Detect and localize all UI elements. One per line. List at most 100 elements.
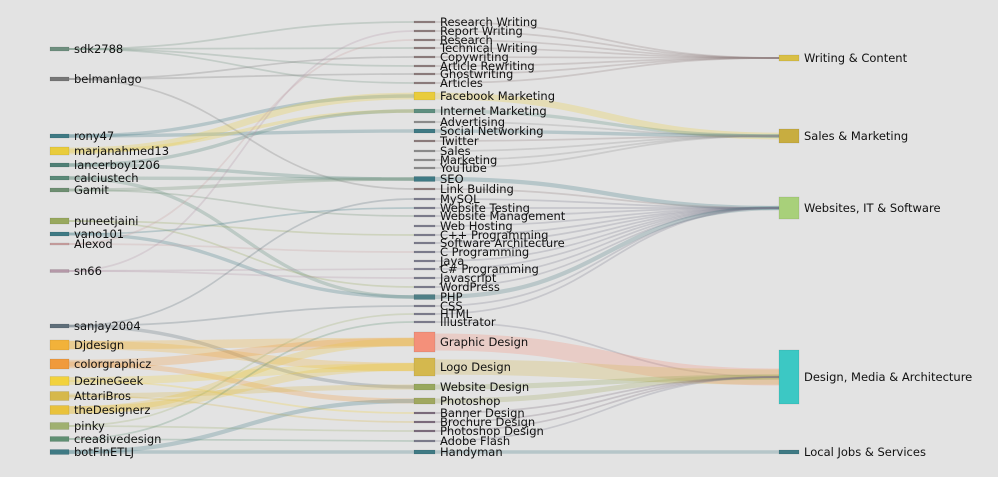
node-alexod xyxy=(49,242,70,246)
node-websites-it-software xyxy=(778,196,800,220)
node-label-research: Research xyxy=(440,33,493,47)
node-label-research-writing: Research Writing xyxy=(440,15,537,29)
link-social-networking-to-sales-marketing xyxy=(434,129,780,138)
link-c-programming-to-websites-it-software xyxy=(434,207,780,253)
node-label-botflnetlj: botFlnETLJ xyxy=(74,445,134,459)
link-website-design-to-design-media-architecture xyxy=(434,374,780,390)
link-sanjay2004-to-css xyxy=(68,305,415,327)
node-label-articles: Articles xyxy=(440,76,483,90)
link-djdesign-to-graphic-design xyxy=(68,337,415,350)
link-marjanahmed13-to-facebook-marketing xyxy=(68,92,415,155)
node-graphic-design xyxy=(413,331,436,353)
node-social-networking xyxy=(413,128,436,134)
link-vano101-to-php xyxy=(68,232,415,299)
node-label-article-rewriting: Article Rewriting xyxy=(440,59,535,73)
link-lancerboy1206-to-internet-marketing xyxy=(68,109,415,167)
node-photoshop xyxy=(413,397,436,405)
link-sanjay2004-to-website-design xyxy=(68,324,415,389)
link-thedesignerz-to-graphic-design xyxy=(68,338,415,414)
link-alexod-to-c-programming xyxy=(68,243,415,253)
node-articles xyxy=(413,81,436,85)
label-layer: sdk2788 belmanlago rony47marjanahmed13lanc… xyxy=(74,15,972,459)
node-gamit xyxy=(49,187,70,193)
link-sdk2788-to-article-rewriting xyxy=(68,48,415,67)
link-layer xyxy=(68,21,780,455)
node-sales-marketing xyxy=(778,128,800,144)
node-label-copywriting: Copywriting xyxy=(440,50,509,64)
node-php xyxy=(413,294,436,300)
link-mysql-to-websites-it-software xyxy=(434,198,780,209)
node-sanjay2004 xyxy=(49,323,70,329)
node-java xyxy=(413,259,436,263)
node-label-software-architecture: Software Architecture xyxy=(440,236,565,250)
node-label-pinky: pinky xyxy=(74,419,105,433)
link-web-hosting-to-websites-it-software xyxy=(434,207,780,227)
node-label-photoshop: Photoshop xyxy=(440,394,500,408)
node-label-php: PHP xyxy=(440,290,463,304)
link-php-to-websites-it-software xyxy=(434,205,780,300)
node-attaribros xyxy=(49,391,70,401)
link-advertising-to-sales-marketing xyxy=(434,121,780,137)
node-label-technical-writing: Technical Writing xyxy=(439,41,538,55)
node-c-programming xyxy=(413,233,436,237)
node-label-graphic-design: Graphic Design xyxy=(440,335,528,349)
node-label-twitter: Twitter xyxy=(439,134,479,148)
node-label-sn66: sn66 xyxy=(74,264,102,278)
link-sanjay2004-to-mysql xyxy=(68,198,415,327)
link-article-rewriting-to-writing-content xyxy=(434,57,780,67)
node-label-website-design: Website Design xyxy=(440,380,529,394)
node-mysql xyxy=(413,197,436,201)
node-website-testing xyxy=(413,206,436,210)
node-rony47 xyxy=(49,133,70,139)
node-label-marketing: Marketing xyxy=(440,153,497,167)
node-label-adobe-flash: Adobe Flash xyxy=(440,434,510,448)
node-label-handyman: Handyman xyxy=(440,445,503,459)
link-sales-to-sales-marketing xyxy=(434,135,780,152)
link-sn66-to-javascript xyxy=(68,270,415,279)
node-colorgraphicz xyxy=(49,358,70,370)
node-label-photoshop-design: Photoshop Design xyxy=(440,424,544,438)
node-label-colorgraphicz: colorgraphicz xyxy=(74,357,151,371)
node-label-c-programming: C Programming xyxy=(440,245,529,259)
link-logo-design-to-design-media-architecture xyxy=(434,359,780,385)
link-colorgraphicz-to-graphic-design xyxy=(68,337,415,369)
link-rony47-to-social-networking xyxy=(68,129,415,138)
link-graphic-design-to-design-media-architecture xyxy=(434,333,780,386)
link-gamit-to-seo xyxy=(68,177,415,192)
link-gamit-to-website-management xyxy=(68,189,415,217)
link-css-to-websites-it-software xyxy=(434,207,780,307)
node-writing-content xyxy=(778,54,800,62)
node-research-writing xyxy=(413,20,436,24)
node-label-lancerboy1206: lancerboy1206 xyxy=(74,158,160,172)
node-label-report-writing: Report Writing xyxy=(440,24,523,38)
link-botflnetlj-to-photoshop xyxy=(68,398,415,455)
node-vano101 xyxy=(49,231,70,237)
node-handyman xyxy=(413,449,436,455)
link-crea8ivedesign-to-illustrator xyxy=(68,321,415,440)
link-research-to-writing-content xyxy=(434,39,780,59)
node-label-css: CSS xyxy=(440,299,463,313)
link-pinky-to-html xyxy=(68,313,415,427)
node-label-c-programming: C++ Programming xyxy=(440,228,548,242)
node-technical-writing xyxy=(413,46,436,50)
link-crea8ivedesign-to-adobe-flash xyxy=(68,438,415,442)
link-c-programming-to-websites-it-software xyxy=(434,207,780,270)
node-sdk2788 xyxy=(49,46,70,52)
node-label-website-management: Website Management xyxy=(440,209,566,223)
link-html-to-websites-it-software xyxy=(434,207,780,315)
link-ghostwriting-to-writing-content xyxy=(434,57,780,75)
node-label-calciustech: calciustech xyxy=(74,171,139,185)
link-c-programming-to-websites-it-software xyxy=(434,207,780,236)
link-alexod-to-research xyxy=(68,39,415,245)
node-ghostwriting xyxy=(413,72,436,76)
node-label-belmanlago: belmanlago xyxy=(74,72,142,86)
link-puneetjaini-to-c-programming xyxy=(68,220,415,236)
link-illustrator-to-design-media-architecture xyxy=(434,321,780,378)
node-label-djdesign: Djdesign xyxy=(74,338,124,352)
node-label-sdk2788: sdk2788 xyxy=(74,42,123,56)
node-sn66 xyxy=(49,269,70,273)
link-belmanlago-to-link-building xyxy=(68,78,415,190)
node-html xyxy=(413,312,436,316)
link-calciustech-to-seo xyxy=(68,176,415,181)
